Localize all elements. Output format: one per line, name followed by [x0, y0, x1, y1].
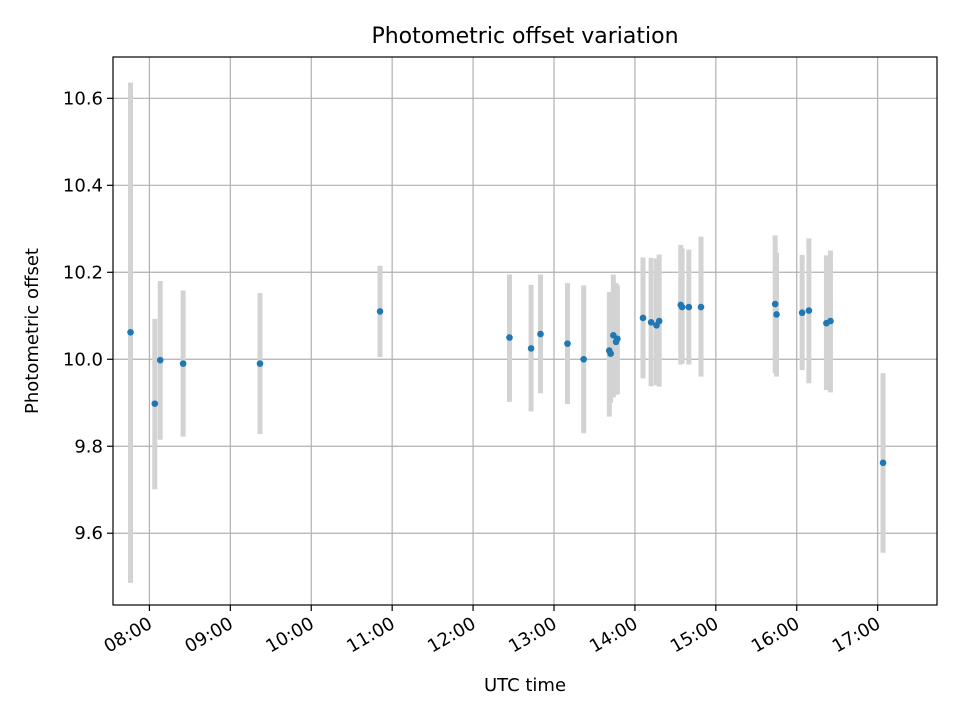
- data-point: [879, 459, 887, 467]
- data-point: [127, 329, 134, 336]
- data-point: [179, 360, 187, 367]
- data-point: [151, 400, 159, 407]
- data-point: [614, 335, 621, 343]
- data-point: [639, 314, 647, 322]
- data-point: [506, 334, 513, 341]
- data-point: [607, 350, 614, 357]
- data-point: [647, 319, 655, 326]
- data-point: [773, 311, 780, 318]
- y-axis-label: Photometric offset: [22, 248, 43, 414]
- data-point: [376, 308, 384, 315]
- data-point: [798, 309, 806, 317]
- data-point: [655, 317, 663, 325]
- y-tick-label: 10.4: [63, 175, 103, 196]
- axis-ticks: 08:00 09:00 10:00 11:00 12:00 13:00 14:00 15:00…: [63, 88, 884, 657]
- y-tick-label: 10.6: [63, 88, 103, 109]
- y-tick-label: 9.6: [74, 523, 103, 544]
- plot-frame: [112, 56, 938, 606]
- data-point: [678, 303, 686, 311]
- data-point: [256, 360, 264, 367]
- data-point: [697, 303, 705, 311]
- y-tick-label: 10.0: [63, 349, 103, 370]
- data-point: [537, 330, 544, 338]
- data-point: [685, 303, 693, 311]
- data-point: [827, 317, 834, 325]
- x-axis-label: UTC time: [484, 675, 566, 696]
- data-point: [771, 300, 779, 308]
- data-point: [805, 307, 813, 314]
- data-point: [527, 345, 535, 352]
- y-tick-label: 9.8: [74, 436, 103, 457]
- data-point: [156, 356, 164, 364]
- y-tick-label: 10.2: [63, 262, 103, 283]
- chart-title: Photometric offset variation: [371, 24, 678, 49]
- data-point: [580, 355, 587, 363]
- data-points: [127, 300, 887, 467]
- data-point: [564, 340, 571, 347]
